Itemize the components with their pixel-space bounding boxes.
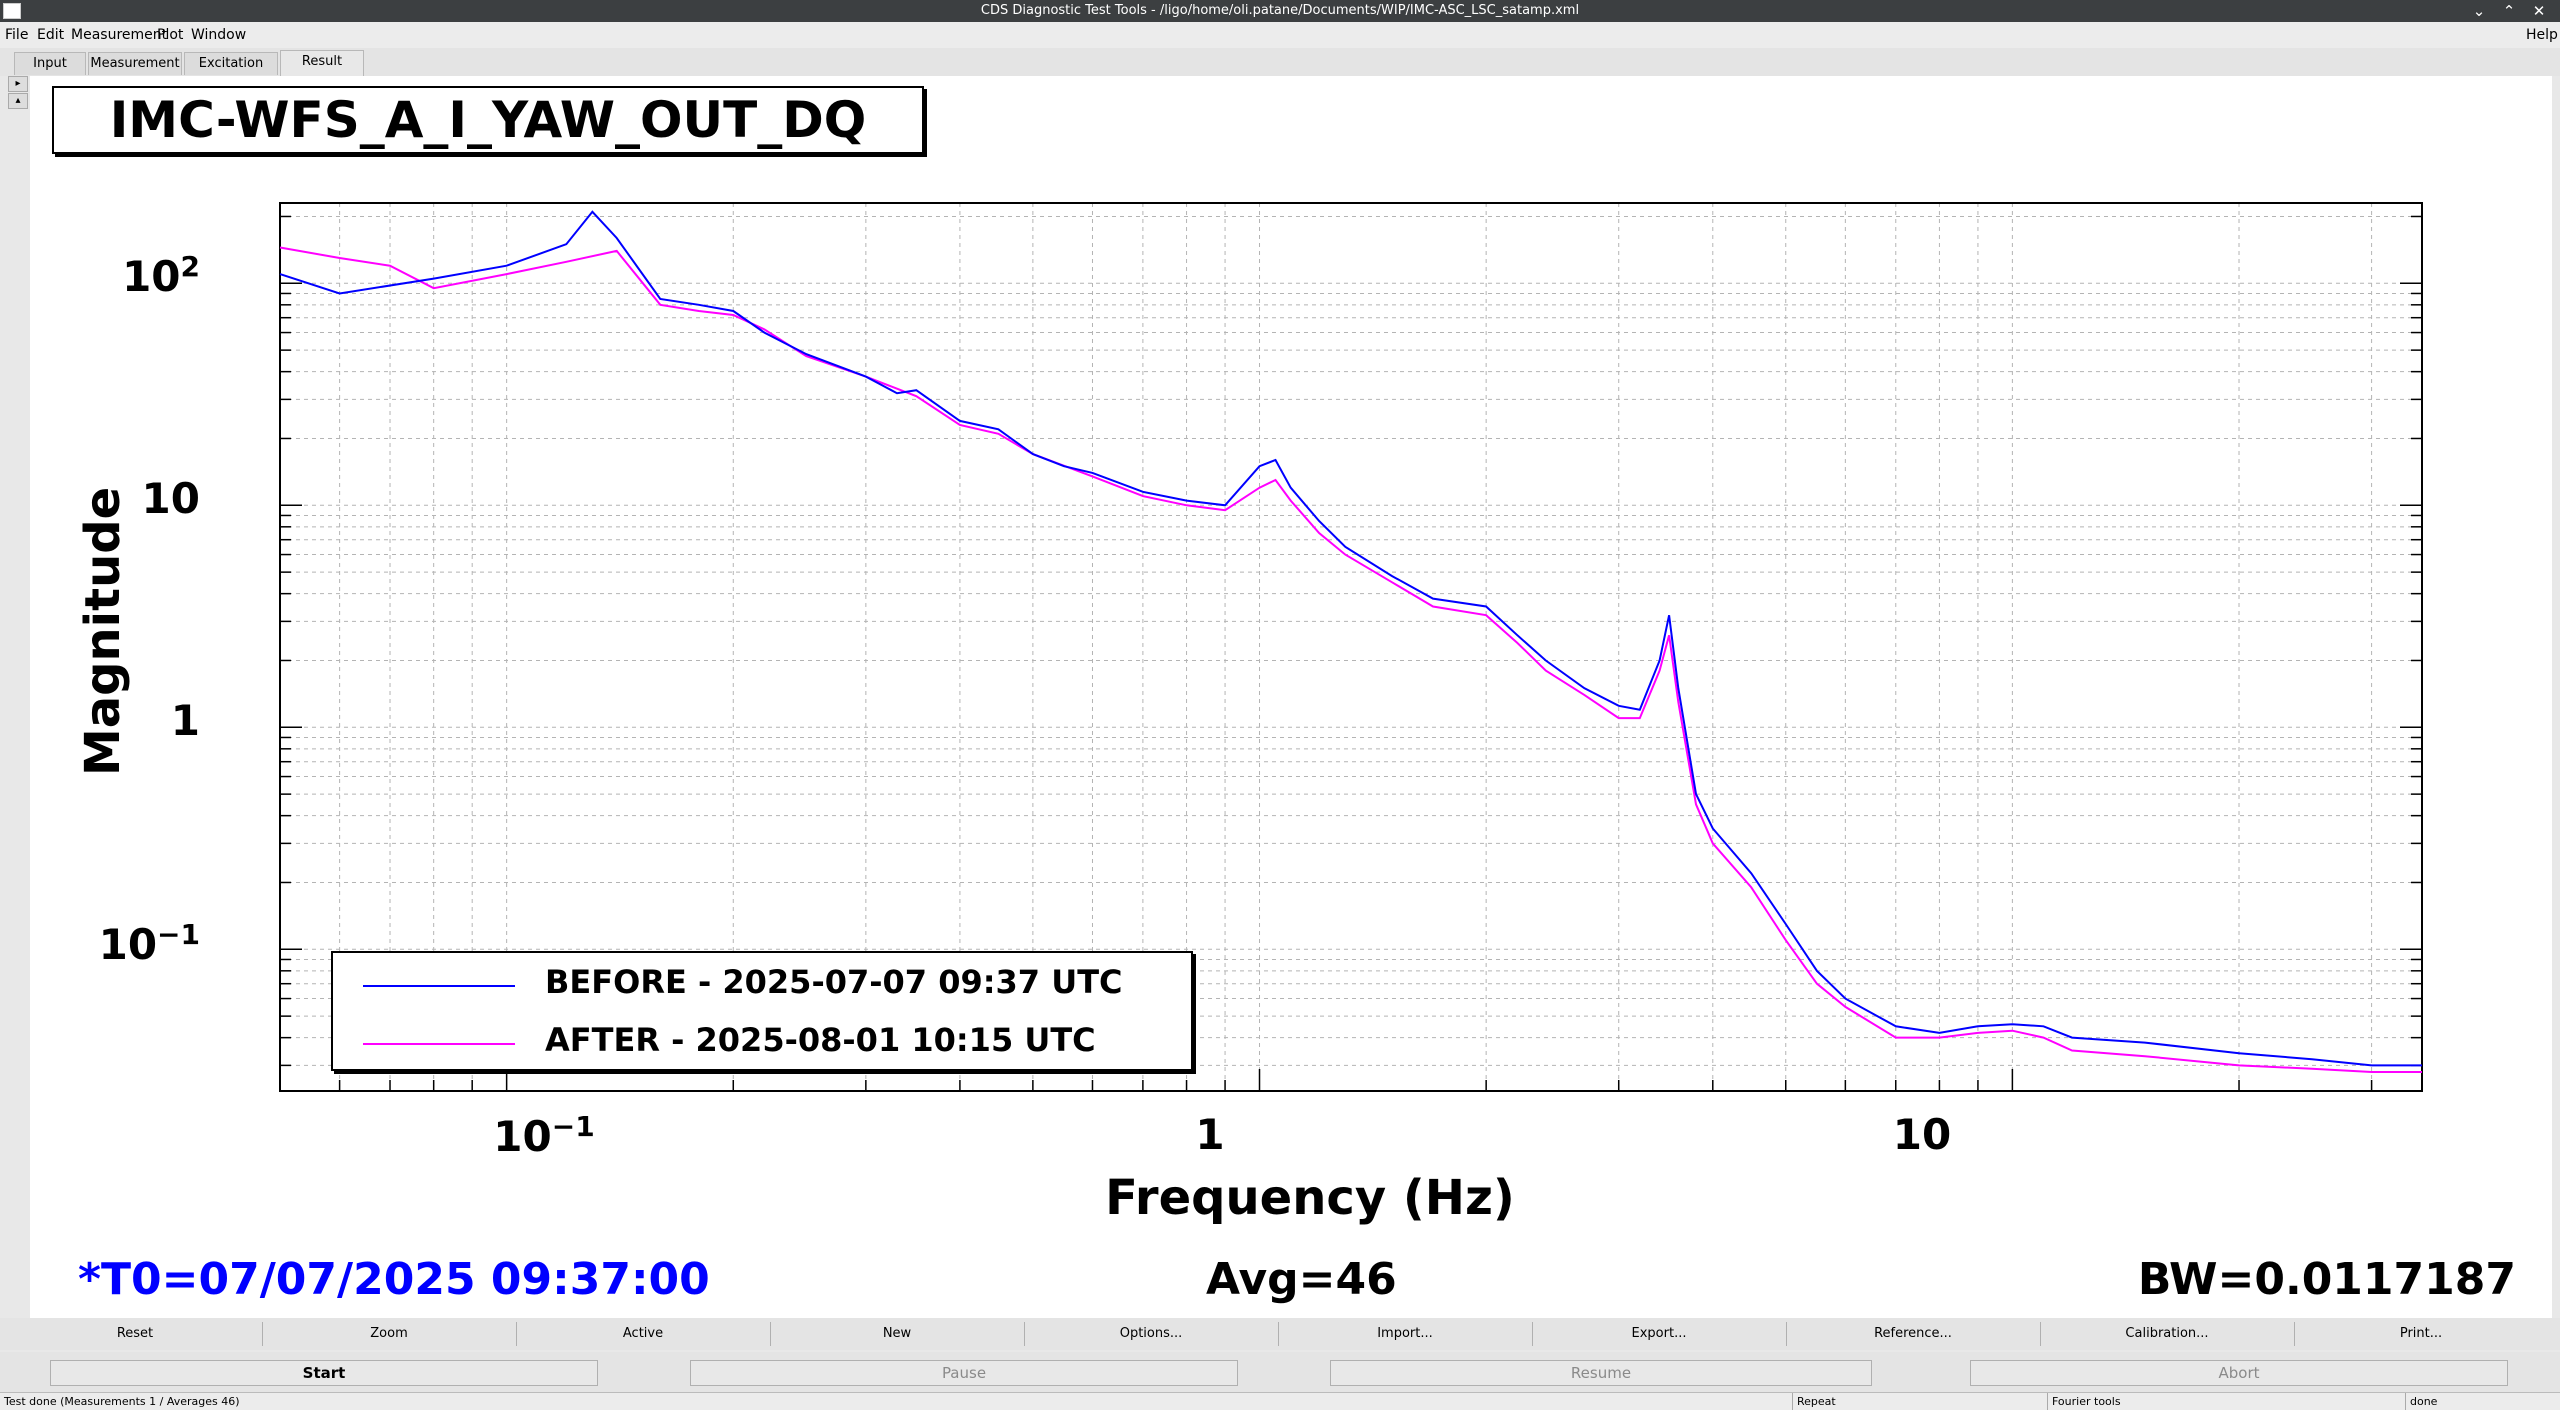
y-tick-label-1: 1 — [170, 696, 200, 745]
maximize-icon[interactable]: ⌃ — [2502, 2, 2516, 20]
expand-arrow-icon[interactable]: ▸ — [8, 76, 28, 92]
y-tick-label-10: 10 — [141, 474, 200, 523]
bw-readout: BW=0.0117187 — [2137, 1254, 2516, 1305]
window-title: CDS Diagnostic Test Tools - /ligo/home/o… — [980, 3, 1580, 18]
control-button-bar: Start Pause Resume Abort — [0, 1352, 2560, 1392]
status-bar: Test done (Measurements 1 / Averages 46)… — [0, 1392, 2560, 1410]
legend-entry-before: BEFORE - 2025-07-07 09:37 UTC — [333, 963, 1191, 1003]
menu-edit[interactable]: Edit — [37, 27, 65, 43]
status-message: Test done (Measurements 1 / Averages 46) — [4, 1395, 240, 1408]
side-controls: ▸ ▴ — [8, 76, 28, 109]
legend-entry-after: AFTER - 2025-08-01 10:15 UTC — [333, 1021, 1191, 1061]
menu-window[interactable]: Window — [191, 27, 247, 43]
print-button[interactable]: Print... — [2399, 1326, 2443, 1341]
legend-text-after: AFTER - 2025-08-01 10:15 UTC — [545, 1021, 1096, 1059]
menu-file[interactable]: File — [5, 27, 29, 43]
options-button[interactable]: Options... — [1024, 1322, 1279, 1346]
abort-button[interactable]: Abort — [1970, 1360, 2508, 1386]
start-button[interactable]: Start — [50, 1360, 598, 1386]
menu-measurement[interactable]: Measurement — [71, 27, 168, 43]
collapse-arrow-icon[interactable]: ▴ — [8, 93, 28, 109]
series-line-before — [279, 210, 2422, 1067]
zoom-button[interactable]: Zoom — [262, 1322, 517, 1346]
reference-button[interactable]: Reference... — [1786, 1322, 2041, 1346]
new-button[interactable]: New — [770, 1322, 1025, 1346]
status-repeat: Repeat — [1797, 1395, 1836, 1408]
import-button[interactable]: Import... — [1278, 1322, 1533, 1346]
status-state: done — [2410, 1395, 2438, 1408]
plot-title: IMC-WFS_A_I_YAW_OUT_DQ — [52, 86, 924, 154]
plot-canvas[interactable]: IMC-WFS_A_I_YAW_OUT_DQ Magnitude Frequen… — [30, 76, 2552, 1318]
resume-button[interactable]: Resume — [1330, 1360, 1872, 1386]
y-tick-label-100: 102 — [122, 250, 200, 301]
x-tick-label-1: 1 — [1195, 1110, 1225, 1159]
minimize-icon[interactable]: ⌄ — [2472, 2, 2486, 20]
plot-frame — [279, 202, 2423, 1092]
tab-excitation[interactable]: Excitation — [184, 52, 278, 75]
status-tool: Fourier tools — [2052, 1395, 2121, 1408]
close-icon[interactable]: ✕ — [2532, 2, 2546, 20]
x-tick-label-10: 10 — [1892, 1110, 1952, 1159]
x-axis-label: Frequency (Hz) — [1105, 1170, 1515, 1226]
menu-bar: File Edit Measurement Plot Window Help — [0, 22, 2560, 48]
tab-input[interactable]: Input — [14, 52, 86, 75]
export-button[interactable]: Export... — [1532, 1322, 1787, 1346]
legend-line-before — [363, 985, 515, 987]
tab-result[interactable]: Result — [280, 50, 364, 76]
status-separator — [1792, 1393, 1793, 1410]
y-tick-label-0.1: 10−1 — [98, 918, 200, 969]
reset-button[interactable]: Reset — [8, 1322, 263, 1346]
app-icon — [3, 3, 21, 19]
avg-readout: Avg=46 — [1206, 1254, 1397, 1305]
legend-text-before: BEFORE - 2025-07-07 09:37 UTC — [545, 963, 1123, 1001]
status-separator — [2405, 1393, 2406, 1410]
tab-measurement[interactable]: Measurement — [88, 52, 182, 75]
menu-help[interactable]: Help — [2526, 27, 2558, 43]
calibration-button[interactable]: Calibration... — [2040, 1322, 2295, 1346]
tab-bar: Input Measurement Excitation Result — [0, 48, 2560, 76]
status-separator — [2047, 1393, 2048, 1410]
plot-button-bar: Reset Zoom Active New Options... Import.… — [0, 1318, 2560, 1350]
menu-plot[interactable]: Plot — [157, 27, 184, 43]
pause-button[interactable]: Pause — [690, 1360, 1238, 1386]
plot-svg[interactable] — [30, 76, 2552, 1318]
window-titlebar: CDS Diagnostic Test Tools - /ligo/home/o… — [0, 0, 2560, 22]
series-line-after — [279, 246, 2422, 1073]
plot-legend: BEFORE - 2025-07-07 09:37 UTC AFTER - 20… — [331, 951, 1193, 1071]
active-button[interactable]: Active — [516, 1322, 771, 1346]
t0-readout: *T0=07/07/2025 09:37:00 — [78, 1254, 710, 1305]
legend-line-after — [363, 1043, 515, 1045]
x-tick-label-0.1: 10−1 — [493, 1110, 595, 1161]
